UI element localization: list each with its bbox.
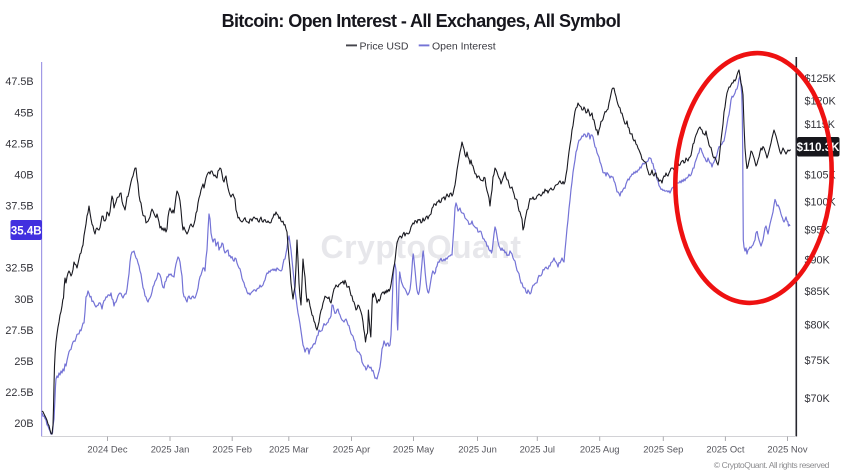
svg-text:Open Interest: Open Interest [432,40,496,52]
svg-text:25B: 25B [14,356,33,368]
svg-text:27.5B: 27.5B [5,325,33,337]
svg-text:$85K: $85K [805,286,831,298]
svg-text:2025 Oct: 2025 Oct [706,444,744,455]
svg-text:32.5B: 32.5B [5,263,33,275]
svg-text:$95K: $95K [805,225,831,237]
svg-text:2025 Jul: 2025 Jul [520,444,555,455]
svg-text:2025 Jun: 2025 Jun [458,444,497,455]
svg-text:$80K: $80K [805,320,831,332]
svg-text:Price USD: Price USD [360,40,409,52]
svg-text:$70K: $70K [805,393,831,405]
svg-text:30B: 30B [14,294,33,306]
svg-text:© CryptoQuant. All rights rese: © CryptoQuant. All rights reserved [714,460,830,470]
svg-text:45B: 45B [14,107,33,119]
svg-text:$110.3K: $110.3K [797,142,841,154]
svg-text:$120K: $120K [805,96,837,108]
svg-text:$115K: $115K [805,119,836,131]
svg-text:$105K: $105K [805,169,837,181]
svg-text:$125K: $125K [805,73,837,85]
svg-text:2025 Sep: 2025 Sep [643,444,683,455]
svg-text:37.5B: 37.5B [5,201,33,213]
svg-text:22.5B: 22.5B [5,387,33,399]
svg-text:2024 Dec: 2024 Dec [87,444,127,455]
svg-text:20B: 20B [14,418,33,430]
svg-text:Bitcoin: Open Interest - All E: Bitcoin: Open Interest - All Exchanges, … [222,11,621,31]
svg-text:2025 Jan: 2025 Jan [151,444,190,455]
svg-text:42.5B: 42.5B [5,138,33,150]
svg-text:$75K: $75K [805,355,831,367]
svg-text:2025 Feb: 2025 Feb [212,444,252,455]
svg-text:2025 Aug: 2025 Aug [580,444,620,455]
svg-text:2025 Mar: 2025 Mar [269,444,309,455]
svg-text:40B: 40B [14,169,33,181]
svg-text:CryptoQuant: CryptoQuant [320,229,521,265]
svg-text:2025 May: 2025 May [393,444,434,455]
svg-text:47.5B: 47.5B [5,76,33,88]
svg-text:35.4B: 35.4B [11,226,42,238]
svg-text:2025 Apr: 2025 Apr [333,444,371,455]
svg-text:2025 Nov: 2025 Nov [767,444,807,455]
